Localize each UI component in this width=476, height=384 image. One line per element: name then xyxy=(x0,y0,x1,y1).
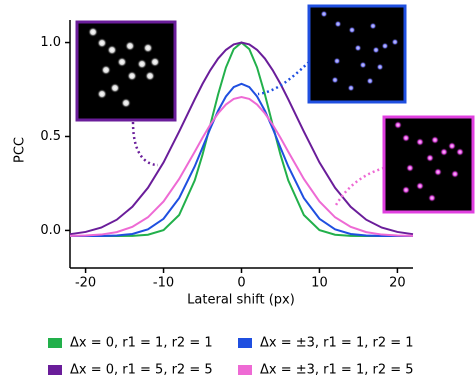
y-axis-label: PCC xyxy=(13,137,28,163)
x-tick-label: 0 xyxy=(237,276,245,291)
legend-swatch xyxy=(238,365,252,375)
legend-swatch xyxy=(48,365,62,375)
chart: 0.0 0.5 1.0 -20 -10 0 10 20 PCC Lateral shift (… xyxy=(0,0,476,384)
legend-label: Δx = 0, r1 = 1, r2 = 1 xyxy=(70,336,213,351)
connector xyxy=(336,168,384,205)
x-axis-label: Lateral shift (px) xyxy=(187,293,295,308)
y-tick-label: 0.5 xyxy=(40,129,61,144)
legend-label: Δx = ±3, r1 = 1, r2 = 1 xyxy=(260,336,414,351)
inset-image xyxy=(384,117,473,212)
legend-label: Δx = ±3, r1 = 1, r2 = 5 xyxy=(260,363,414,378)
connector xyxy=(133,122,158,165)
y-tick-label: 0.0 xyxy=(40,223,61,238)
legend-swatch xyxy=(238,338,252,348)
x-tick-label: 20 xyxy=(389,276,406,291)
legend-label: Δx = 0, r1 = 5, r2 = 5 xyxy=(70,363,213,378)
inset-image xyxy=(77,22,175,120)
x-tick-label: 10 xyxy=(311,276,328,291)
x-tick-label: -20 xyxy=(75,276,96,291)
x-tick-label: -10 xyxy=(153,276,174,291)
inset-image xyxy=(309,6,405,102)
y-tick-label: 1.0 xyxy=(40,35,61,50)
legend-swatch xyxy=(48,338,62,348)
